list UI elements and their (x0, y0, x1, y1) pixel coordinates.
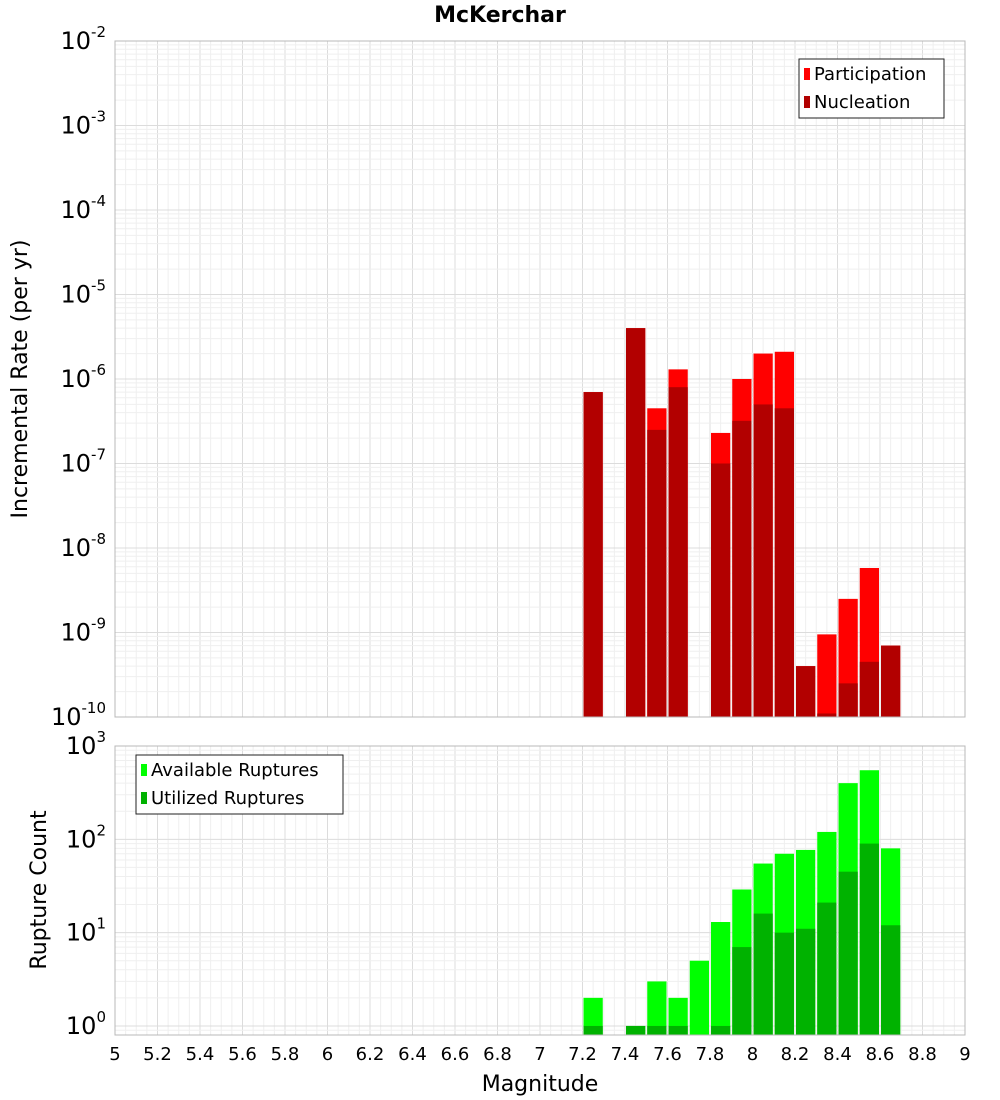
legend-swatch (804, 96, 810, 108)
bar-nucleation (838, 683, 858, 717)
bar-utilized-ruptures (711, 1025, 731, 1035)
bar-utilized-ruptures (838, 871, 858, 1035)
x-tick-label: 5.2 (143, 1044, 172, 1065)
legend-box (798, 58, 945, 119)
x-axis-label: Magnitude (482, 1072, 599, 1097)
y-tick-label: 10-4 (60, 192, 106, 224)
rate-legend: Participation Nucleation (798, 58, 945, 119)
x-tick-label: 6.4 (398, 1044, 427, 1065)
y-tick-label: 10-8 (60, 530, 106, 562)
x-tick-label: 5.8 (271, 1044, 300, 1065)
y-tick-label: 101 (66, 915, 106, 947)
rate-bars (583, 328, 901, 717)
x-tick-label: 8.2 (781, 1044, 810, 1065)
bar-utilized-ruptures (881, 925, 901, 1035)
bar-nucleation (859, 661, 879, 717)
x-tick-label: 6.8 (483, 1044, 512, 1065)
legend-label: Available Ruptures (151, 760, 319, 781)
bar-nucleation (774, 408, 794, 717)
rate-panel: 10-10 10-9 10-8 10-7 10-6 10-5 10-4 10-3 10-2 In… (8, 23, 966, 731)
count-bars (583, 770, 901, 1035)
y-tick-label: 10-7 (60, 446, 106, 478)
rate-plot-border (114, 40, 966, 718)
bar-utilized-ruptures (753, 913, 773, 1035)
y-tick-label: 102 (66, 821, 106, 853)
bar-available-ruptures (689, 960, 709, 1035)
legend-swatch (804, 68, 810, 80)
y-tick-label: 10-10 (51, 699, 106, 731)
bar-nucleation (881, 645, 901, 717)
x-tick-label: 7.6 (653, 1044, 682, 1065)
bar-utilized-ruptures (817, 902, 837, 1035)
x-tick-label: 8.6 (866, 1044, 895, 1065)
count-plot-border (114, 745, 966, 1036)
x-tick-label: 5.4 (186, 1044, 215, 1065)
x-tick-labels: 5 5.2 5.4 5.6 5.8 6 6.2 6.4 6.6 6.8 7 7.2 7.4 7.6 7.8 8… (109, 1044, 970, 1065)
x-tick-label: 5.6 (228, 1044, 257, 1065)
y-tick-label: 10-9 (60, 615, 106, 647)
x-tick-label: 6 (322, 1044, 333, 1065)
legend-label: Participation (814, 64, 926, 85)
bar-nucleation (817, 713, 837, 717)
legend-swatch (141, 792, 147, 804)
legend-swatch (141, 764, 147, 776)
rate-y-axis-label: Incremental Rate (per yr) (8, 240, 33, 519)
bar-nucleation (796, 666, 816, 717)
x-tick-label: 5 (109, 1044, 120, 1065)
x-tick-label: 6.6 (441, 1044, 470, 1065)
legend-label: Nucleation (814, 92, 910, 113)
bar-available-ruptures (668, 997, 688, 1035)
count-y-tick-labels: 100 101 102 103 (66, 728, 106, 1040)
bar-nucleation (732, 420, 752, 717)
count-y-axis-label: Rupture Count (27, 810, 52, 970)
x-tick-label: 7 (534, 1044, 545, 1065)
bar-participation (817, 634, 837, 717)
bar-nucleation (753, 404, 773, 717)
rate-gridlines (114, 40, 966, 718)
bar-nucleation (583, 392, 603, 717)
bar-utilized-ruptures (859, 843, 879, 1035)
legend-label: Utilized Ruptures (151, 788, 304, 809)
count-panel: 100 101 102 103 Rupture Count Available Rup… (27, 728, 966, 1040)
bar-available-ruptures (711, 922, 731, 1035)
y-tick-label: 103 (66, 728, 106, 760)
x-tick-label: 8 (747, 1044, 758, 1065)
x-tick-label: 8.4 (823, 1044, 852, 1065)
y-tick-label: 10-2 (60, 23, 106, 55)
y-tick-label: 10-5 (60, 277, 106, 309)
x-tick-label: 9 (959, 1044, 970, 1065)
y-tick-label: 100 (66, 1008, 106, 1040)
chart-title: McKerchar (434, 3, 566, 28)
legend-box (135, 754, 344, 815)
bar-utilized-ruptures (774, 932, 794, 1035)
bar-utilized-ruptures (647, 1025, 667, 1035)
x-tick-label: 8.8 (908, 1044, 937, 1065)
bar-utilized-ruptures (583, 1025, 603, 1035)
bar-utilized-ruptures (732, 947, 752, 1035)
x-tick-label: 7.2 (568, 1044, 597, 1065)
bar-nucleation (626, 328, 646, 717)
x-tick-label: 6.2 (356, 1044, 385, 1065)
rate-y-tick-labels: 10-10 10-9 10-8 10-7 10-6 10-5 10-4 10-3 10-2 (51, 23, 106, 731)
y-tick-label: 10-6 (60, 361, 106, 393)
bar-available-ruptures (647, 981, 667, 1035)
bar-available-ruptures (583, 997, 603, 1035)
bar-utilized-ruptures (796, 928, 816, 1035)
bar-utilized-ruptures (668, 1025, 688, 1035)
bar-nucleation (711, 463, 731, 717)
x-tick-label: 7.8 (696, 1044, 725, 1065)
x-tick-label: 7.4 (611, 1044, 640, 1065)
y-tick-label: 10-3 (60, 108, 106, 140)
bar-nucleation (647, 429, 667, 717)
bar-nucleation (668, 387, 688, 717)
bar-utilized-ruptures (626, 1025, 646, 1035)
count-legend: Available Ruptures Utilized Ruptures (135, 754, 344, 815)
